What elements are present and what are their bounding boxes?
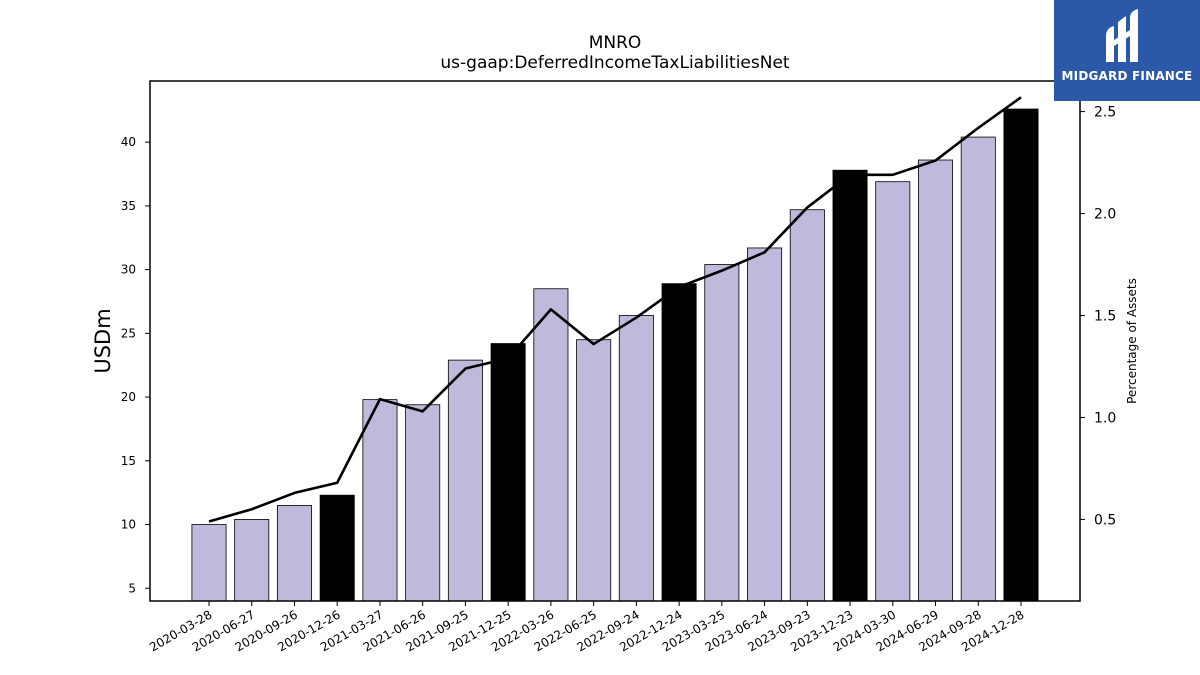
- bar: [661, 283, 697, 602]
- left-axis-ticks: 5 10 15 20 25 30 35 40: [121, 135, 150, 595]
- plot-frame: [149, 80, 1081, 602]
- bar: [789, 209, 825, 602]
- left-tick-label: 25: [121, 326, 136, 340]
- right-tick-label: 2.0: [1094, 207, 1116, 223]
- bar: [747, 247, 783, 602]
- left-tick-label: 40: [121, 135, 136, 149]
- bar: [234, 519, 270, 602]
- logo-text: MIDGARD FINANCE: [1061, 69, 1193, 83]
- bar: [618, 315, 654, 602]
- brand-logo: MIDGARD FINANCE: [1054, 0, 1200, 101]
- chart-title: MNRO: [588, 33, 642, 53]
- right-tick-label: 2.5: [1094, 105, 1116, 121]
- left-tick-label: 5: [128, 581, 136, 595]
- bar: [875, 181, 911, 602]
- bar: [362, 399, 398, 602]
- x-axis-ticks: 2020-03-282020-06-272020-09-262020-12-26…: [147, 601, 1027, 654]
- chart-subtitle: us-gaap:DeferredIncomeTaxLiabilitiesNet: [440, 53, 790, 73]
- right-axis-label: Percentage of Assets: [1125, 278, 1139, 404]
- bar: [447, 359, 483, 602]
- bar: [1003, 108, 1039, 602]
- right-tick-label: 1.5: [1094, 309, 1116, 325]
- bar: [576, 339, 612, 602]
- bar: [191, 524, 227, 602]
- bar: [918, 159, 954, 602]
- right-axis-ticks: 0.5 1.0 1.5 2.0 2.5: [1080, 105, 1116, 528]
- bar-series: [191, 108, 1039, 602]
- bar: [960, 136, 996, 602]
- left-tick-label: 10: [121, 518, 136, 532]
- left-tick-label: 30: [121, 263, 136, 277]
- left-tick-label: 35: [121, 199, 136, 213]
- right-tick-label: 0.5: [1094, 512, 1116, 528]
- bar: [704, 264, 740, 602]
- bar: [832, 169, 868, 602]
- bar: [533, 288, 569, 602]
- line-series: [208, 96, 1022, 523]
- right-tick-label: 1.0: [1094, 410, 1116, 426]
- left-axis-label: USDm: [91, 308, 115, 373]
- bar: [276, 505, 312, 602]
- percentage-line: [208, 96, 1022, 523]
- left-tick-label: 15: [121, 454, 136, 468]
- bar: [490, 343, 526, 602]
- left-tick-label: 20: [121, 390, 136, 404]
- logo-icon: [1106, 9, 1138, 62]
- bar: [319, 494, 355, 602]
- bar: [405, 404, 441, 602]
